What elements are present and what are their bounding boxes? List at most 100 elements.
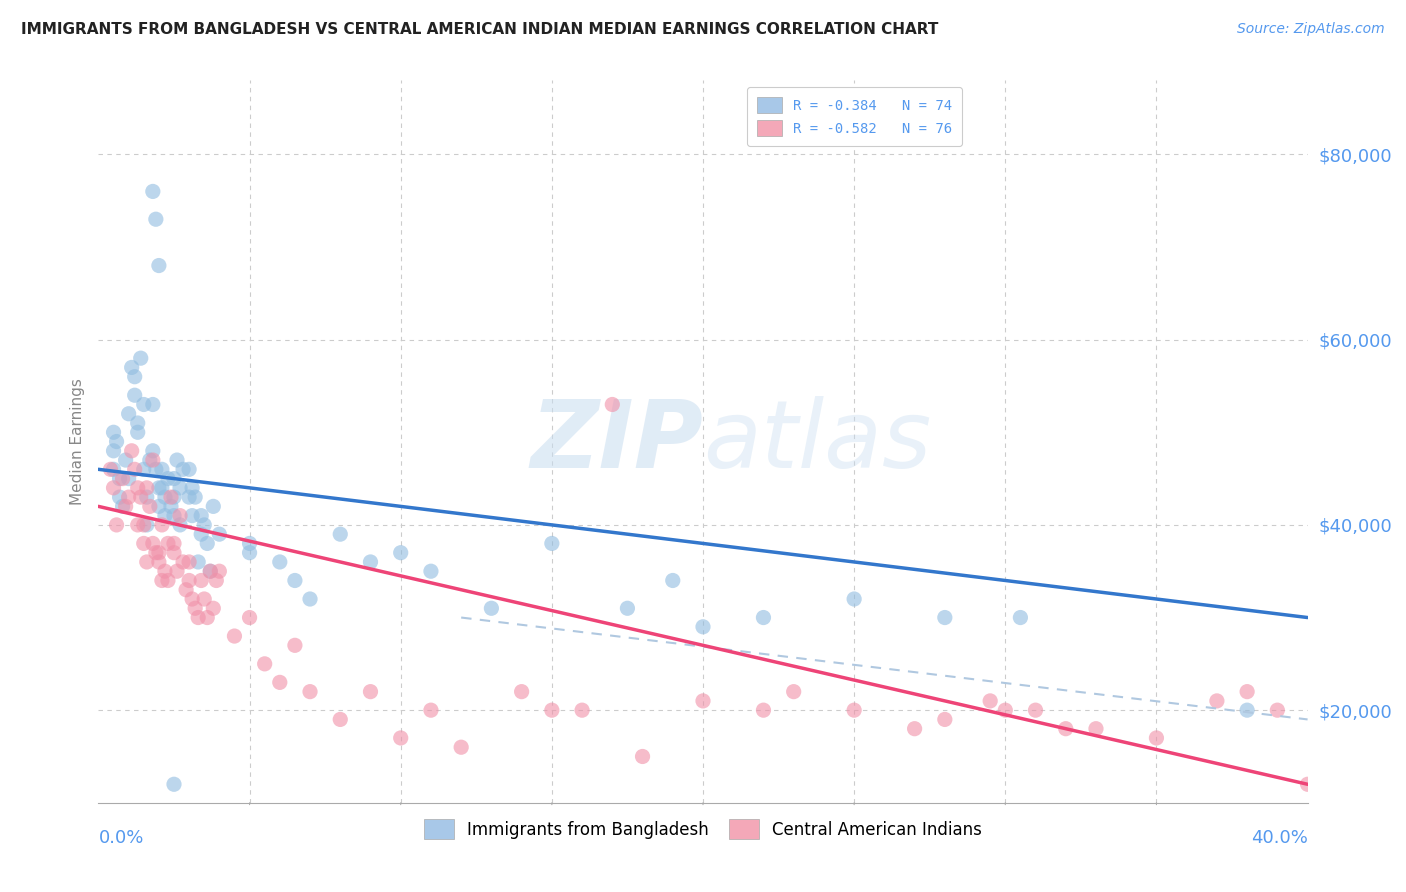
Point: [150, 462, 173, 476]
Point: [163, 472, 186, 486]
Point: [179, 555, 201, 569]
Point: [103, 462, 125, 476]
Point: [187, 555, 209, 569]
Point: [142, 397, 165, 411]
Point: [602, 397, 624, 411]
Point: [169, 508, 191, 523]
Point: [142, 443, 165, 458]
Point: [389, 731, 412, 745]
Point: [118, 407, 141, 421]
Point: [124, 462, 146, 476]
Point: [127, 481, 149, 495]
Point: [105, 434, 128, 449]
Point: [172, 555, 194, 569]
Point: [153, 564, 176, 578]
Point: [121, 443, 143, 458]
Point: [202, 500, 225, 514]
Point: [118, 472, 141, 486]
Point: [184, 601, 207, 615]
Point: [253, 657, 276, 671]
Point: [181, 508, 204, 523]
Point: [135, 490, 157, 504]
Point: [108, 472, 131, 486]
Point: [148, 555, 170, 569]
Point: [163, 546, 186, 560]
Point: [510, 684, 533, 698]
Point: [184, 490, 207, 504]
Point: [156, 472, 179, 486]
Point: [142, 185, 165, 199]
Point: [148, 259, 170, 273]
Point: [114, 453, 136, 467]
Point: [105, 517, 128, 532]
Point: [934, 713, 956, 727]
Point: [1296, 777, 1319, 791]
Text: 0.0%: 0.0%: [98, 829, 143, 847]
Point: [150, 481, 173, 495]
Point: [150, 574, 173, 588]
Point: [190, 527, 212, 541]
Point: [132, 462, 155, 476]
Point: [420, 564, 443, 578]
Point: [360, 555, 382, 569]
Text: ZIP: ZIP: [530, 395, 703, 488]
Point: [1024, 703, 1046, 717]
Point: [481, 601, 503, 615]
Point: [129, 351, 152, 366]
Point: [239, 610, 262, 624]
Point: [239, 546, 262, 560]
Point: [163, 536, 186, 550]
Point: [200, 564, 222, 578]
Point: [108, 490, 131, 504]
Point: [208, 527, 231, 541]
Point: [979, 694, 1001, 708]
Point: [145, 462, 167, 476]
Text: IMMIGRANTS FROM BANGLADESH VS CENTRAL AMERICAN INDIAN MEDIAN EARNINGS CORRELATIO: IMMIGRANTS FROM BANGLADESH VS CENTRAL AM…: [21, 22, 938, 37]
Point: [145, 546, 167, 560]
Point: [127, 416, 149, 430]
Point: [156, 536, 179, 550]
Point: [752, 610, 775, 624]
Point: [360, 684, 382, 698]
Point: [153, 490, 176, 504]
Point: [169, 517, 191, 532]
Point: [208, 564, 231, 578]
Point: [118, 490, 141, 504]
Point: [195, 536, 218, 550]
Point: [692, 620, 714, 634]
Point: [571, 703, 593, 717]
Point: [1010, 610, 1032, 624]
Text: atlas: atlas: [703, 396, 931, 487]
Point: [540, 536, 562, 550]
Point: [103, 481, 125, 495]
Y-axis label: Median Earnings: Median Earnings: [69, 378, 84, 505]
Point: [169, 481, 191, 495]
Point: [195, 610, 218, 624]
Point: [166, 453, 188, 467]
Point: [174, 582, 197, 597]
Point: [150, 517, 173, 532]
Point: [181, 592, 204, 607]
Point: [450, 740, 472, 755]
Point: [145, 212, 167, 227]
Point: [135, 517, 157, 532]
Point: [139, 453, 162, 467]
Point: [124, 369, 146, 384]
Point: [179, 490, 201, 504]
Point: [329, 527, 352, 541]
Point: [844, 592, 866, 607]
Point: [100, 462, 122, 476]
Point: [148, 546, 170, 560]
Point: [153, 508, 176, 523]
Point: [934, 610, 956, 624]
Text: Source: ZipAtlas.com: Source: ZipAtlas.com: [1237, 22, 1385, 37]
Point: [269, 675, 291, 690]
Legend: Immigrants from Bangladesh, Central American Indians: Immigrants from Bangladesh, Central Amer…: [413, 809, 993, 848]
Point: [127, 517, 149, 532]
Point: [783, 684, 806, 698]
Point: [904, 722, 927, 736]
Point: [121, 360, 143, 375]
Point: [224, 629, 246, 643]
Point: [132, 517, 155, 532]
Point: [190, 574, 212, 588]
